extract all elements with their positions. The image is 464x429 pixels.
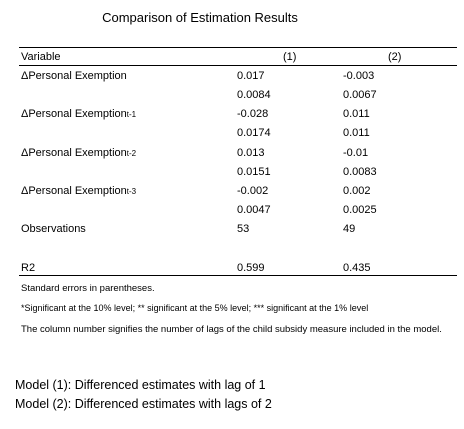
row-label-lag: t-2: [126, 149, 137, 158]
row-label: ΔPersonal Exemption: [21, 70, 127, 82]
header-col1: (1): [283, 51, 297, 63]
header-rule: [19, 65, 457, 66]
cell-col2: -0.003: [343, 70, 375, 82]
row-label-text: R2: [21, 262, 36, 274]
row-label-text: Observations: [21, 223, 86, 235]
note-significance: *Significant at the 10% level; ** signif…: [21, 303, 369, 313]
cell-col1: 0.599: [237, 262, 265, 274]
row-label-text: ΔPersonal Exemption: [21, 108, 127, 120]
cell-col2: 0.0067: [343, 89, 377, 101]
cell-col2: 0.011: [343, 108, 370, 120]
row-label: ΔPersonal Exemptiont-1: [21, 108, 136, 120]
cell-col1: 0.017: [237, 70, 265, 82]
note-standard-errors: Standard errors in parentheses.: [21, 283, 155, 294]
bottom-rule: [19, 275, 457, 276]
row-label: ΔPersonal Exemptiont-3: [21, 185, 136, 197]
table-title: Comparison of Estimation Results: [102, 10, 298, 25]
row-label-text: ΔPersonal Exemption: [21, 70, 127, 82]
header-col2: (2): [388, 51, 402, 63]
row-label-lag: t-1: [126, 110, 137, 119]
cell-col2: -0.01: [343, 147, 369, 159]
cell-col2: 0.0083: [343, 166, 377, 178]
note-column-number: The column number signifies the number o…: [21, 324, 442, 335]
model-2-description: Model (2): Differenced estimates with la…: [15, 397, 272, 411]
row-label: Observations: [21, 223, 86, 235]
cell-col2: 0.435: [343, 262, 371, 274]
cell-col1: 0.0084: [237, 89, 271, 101]
header-variable: Variable: [21, 51, 61, 63]
cell-col2: 0.0025: [343, 204, 377, 216]
row-label-text: ΔPersonal Exemption: [21, 185, 127, 197]
cell-col2: 0.011: [343, 127, 370, 139]
row-label-lag: t-3: [126, 187, 137, 196]
cell-col1: 0.013: [237, 147, 265, 159]
cell-col1: 0.0174: [237, 127, 271, 139]
cell-col1: 53: [237, 223, 250, 235]
cell-col2: 49: [343, 223, 356, 235]
cell-col1: 0.0047: [237, 204, 271, 216]
row-label: R2: [21, 262, 35, 274]
cell-col1: -0.002: [237, 185, 269, 197]
row-label: ΔPersonal Exemptiont-2: [21, 147, 136, 159]
model-1-description: Model (1): Differenced estimates with la…: [15, 378, 266, 392]
cell-col2: 0.002: [343, 185, 371, 197]
top-rule: [19, 47, 457, 48]
row-label-text: ΔPersonal Exemption: [21, 147, 127, 159]
cell-col1: -0.028: [237, 108, 269, 120]
cell-col1: 0.0151: [237, 166, 271, 178]
